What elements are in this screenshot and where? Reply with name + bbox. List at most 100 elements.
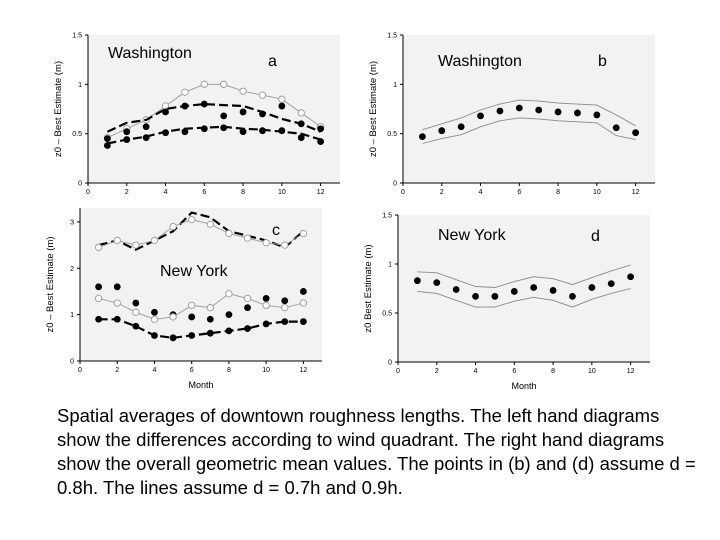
- series-c-3-point: [188, 301, 196, 310]
- y-tick-label-a: 1: [78, 82, 82, 89]
- series-b-1-point: [612, 124, 620, 132]
- series-c-1-point: [169, 222, 177, 231]
- city-label-a: Washington: [108, 45, 192, 62]
- x-tick-label-a: 8: [241, 189, 245, 196]
- x-tick-label-a: 2: [125, 189, 129, 196]
- y-tick-label-c: 1: [70, 312, 74, 319]
- series-c-0-line: [98, 211, 305, 251]
- series-a-2-point: [200, 100, 208, 108]
- y-tick-label-c: 0: [70, 359, 74, 366]
- series-a-0-point: [181, 88, 189, 96]
- series-c-3-point: [225, 290, 233, 298]
- series-a-4-point: [259, 127, 266, 135]
- series-b-1-point: [496, 107, 504, 115]
- series-c-1-point: [188, 215, 196, 224]
- x-tick-label-b: 8: [556, 189, 560, 196]
- series-b-1-point: [593, 111, 601, 119]
- panel-label-d: d: [591, 228, 600, 245]
- series-c-3-point: [206, 304, 214, 312]
- series-a-4-point: [103, 142, 111, 149]
- series-b-1-point: [418, 133, 426, 141]
- series-d-1-point: [413, 277, 421, 285]
- series-c-1-point: [281, 241, 289, 249]
- city-label-b: Washington: [438, 53, 522, 70]
- x-tick-label-d: 0: [396, 368, 400, 375]
- series-c-1-point: [113, 236, 121, 245]
- series-a-2-point: [278, 102, 286, 110]
- series-d-1-point: [627, 273, 635, 281]
- series-c-5-point: [132, 322, 140, 330]
- series-a-2-point: [317, 125, 325, 133]
- x-tick-label-c: 0: [78, 367, 82, 374]
- y-tick-label-c: 3: [70, 219, 74, 226]
- series-a-2-point: [142, 123, 150, 131]
- series-a-4-point: [181, 128, 189, 136]
- series-d-1-point: [472, 292, 479, 300]
- series-d-1-point: [491, 292, 499, 300]
- series-b-1-point: [632, 129, 640, 137]
- y-axis-label-d: z0 Best Estimate (m): [363, 244, 374, 332]
- city-label-d: New York: [438, 227, 507, 244]
- y-tick-label-b: 1: [393, 82, 397, 89]
- series-a-4-point: [317, 138, 325, 145]
- series-c-1-point: [94, 243, 103, 252]
- y-tick-label-c: 2: [70, 266, 74, 273]
- x-tick-label-d: 12: [627, 368, 635, 375]
- series-c-5-point: [225, 327, 233, 335]
- series-c-2-point: [206, 315, 214, 323]
- series-a-4-point: [239, 128, 247, 136]
- series-c-2-point: [113, 283, 121, 291]
- series-b-0-line: [422, 99, 636, 131]
- x-tick-label-c: 12: [299, 367, 307, 374]
- y-axis-label-a: z0 – Best Estimate (m): [53, 61, 64, 157]
- series-c-5-point: [151, 332, 158, 339]
- series-c-1-point: [132, 241, 140, 249]
- x-tick-label-d: 6: [512, 368, 516, 375]
- x-tick-label-a: 6: [202, 189, 206, 196]
- series-d-1-point: [510, 288, 518, 295]
- series-a-2-point: [297, 120, 305, 128]
- series-b-2-line: [422, 117, 636, 144]
- series-b-1-point: [535, 106, 543, 114]
- x-tick-label-a: 0: [86, 189, 90, 196]
- x-tick-label-d: 2: [435, 368, 439, 375]
- series-c-3-point: [243, 294, 252, 303]
- x-axis-label-d: Month: [511, 381, 536, 391]
- series-d-1-point: [433, 279, 441, 287]
- plot-area-a: [88, 35, 340, 183]
- series-d-0-line: [417, 264, 631, 288]
- series-a-4-point: [162, 129, 169, 137]
- y-tick-label-a: 1.5: [72, 33, 82, 40]
- series-c-2-point: [151, 308, 158, 316]
- x-tick-label-b: 2: [440, 189, 444, 196]
- series-d-1-point: [452, 286, 460, 293]
- x-tick-label-c: 2: [115, 367, 119, 374]
- series-a-0-point: [278, 95, 286, 103]
- x-tick-label-c: 4: [153, 367, 157, 374]
- y-axis-label-b: z0 – Best Estimate (m): [368, 61, 379, 157]
- plot-area-c: [80, 208, 322, 361]
- series-c-5-point: [188, 332, 196, 339]
- series-c-2-point: [262, 295, 270, 302]
- series-a-0-point: [297, 109, 305, 117]
- series-d-1-point: [607, 280, 615, 287]
- series-a-4-point: [142, 134, 150, 142]
- x-tick-label-b: 0: [401, 189, 405, 196]
- series-d-2-line: [417, 288, 631, 308]
- figure-caption: Spatial averages of downtown roughness l…: [57, 405, 696, 498]
- y-tick-label-d: 1.5: [382, 213, 392, 220]
- series-c-5-point: [206, 329, 214, 337]
- chart-panel-b: 0 2 4 6 8 10 12 0 0.5 1 1.5 z0 – Best Estimate (m) b…: [368, 33, 655, 196]
- series-d-1-point: [530, 284, 538, 291]
- series-b-1-point: [477, 112, 484, 120]
- series-b-1-point: [554, 108, 562, 116]
- series-c-3-point: [262, 301, 270, 310]
- chart-panel-a: 0 2 4 6 8 10 12 0 0.5 1 1.5 z0 – Best Estimate (m) a…: [53, 33, 340, 196]
- series-c-5-point: [169, 334, 177, 342]
- series-a-3-line: [107, 125, 321, 145]
- x-tick-label-c: 10: [262, 367, 270, 374]
- city-label-c: New York: [160, 263, 229, 280]
- series-a-4-point: [200, 125, 208, 133]
- y-axis-label-c: z0 – Best Estimate (m): [45, 236, 56, 332]
- x-tick-label-b: 4: [479, 189, 483, 196]
